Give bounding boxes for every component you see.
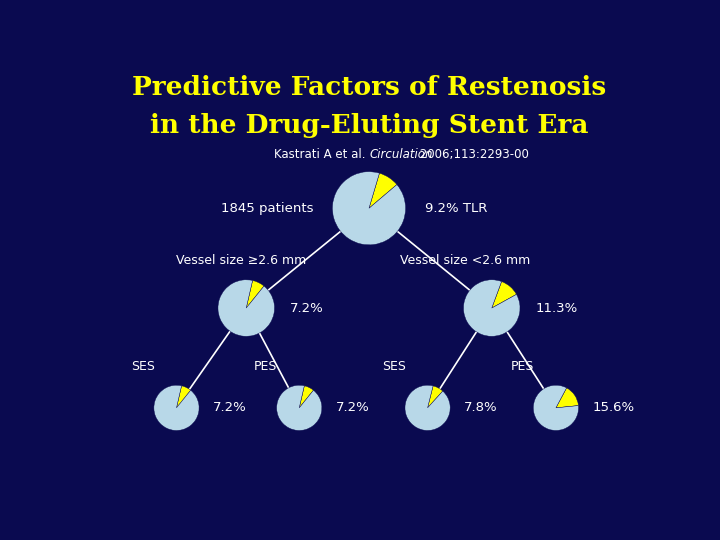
Text: SES: SES	[131, 360, 155, 373]
Text: Kastrati A et al.: Kastrati A et al.	[274, 148, 369, 161]
Text: Predictive Factors of Restenosis: Predictive Factors of Restenosis	[132, 75, 606, 100]
Text: 1845 patients: 1845 patients	[221, 202, 313, 215]
Text: PES: PES	[510, 360, 534, 373]
Text: Vessel size <2.6 mm: Vessel size <2.6 mm	[400, 254, 530, 267]
Text: PES: PES	[254, 360, 277, 373]
Text: 7.2%: 7.2%	[213, 401, 246, 414]
Text: in the Drug-Eluting Stent Era: in the Drug-Eluting Stent Era	[150, 113, 588, 138]
Text: 7.2%: 7.2%	[289, 301, 323, 314]
Text: SES: SES	[382, 360, 406, 373]
Text: 11.3%: 11.3%	[535, 301, 577, 314]
Text: 15.6%: 15.6%	[593, 401, 634, 414]
Text: 7.8%: 7.8%	[464, 401, 498, 414]
Text: 7.2%: 7.2%	[336, 401, 369, 414]
Text: 9.2% TLR: 9.2% TLR	[425, 202, 487, 215]
Text: 2006;113:2293-00: 2006;113:2293-00	[416, 148, 529, 161]
Text: Vessel size ≥2.6 mm: Vessel size ≥2.6 mm	[176, 254, 307, 267]
Text: Circulation: Circulation	[369, 148, 433, 161]
